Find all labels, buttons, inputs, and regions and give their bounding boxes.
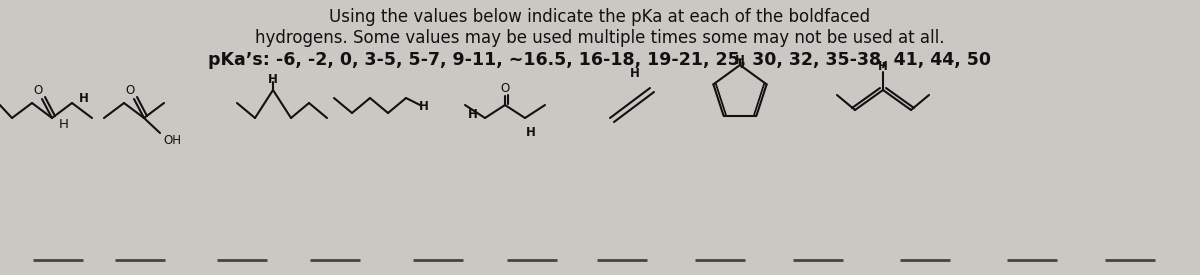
Text: O: O	[125, 84, 134, 98]
Text: Using the values below indicate the pKa at each of the boldfaced: Using the values below indicate the pKa …	[330, 8, 870, 26]
Text: H: H	[268, 73, 278, 87]
Text: O: O	[34, 84, 43, 98]
Text: H: H	[419, 100, 428, 114]
Text: O: O	[500, 81, 510, 95]
Text: H: H	[736, 54, 745, 67]
Text: pKa’s: -6, -2, 0, 3-5, 5-7, 9-11, ~16.5, 16-18, 19-21, 25, 30, 32, 35-38, 41, 44: pKa’s: -6, -2, 0, 3-5, 5-7, 9-11, ~16.5,…	[209, 51, 991, 69]
Text: H: H	[526, 126, 536, 139]
Text: hydrogens. Some values may be used multiple times some may not be used at all.: hydrogens. Some values may be used multi…	[256, 29, 944, 47]
Text: OH: OH	[163, 133, 181, 147]
Text: H: H	[878, 59, 888, 73]
Text: H: H	[630, 67, 640, 81]
Text: H: H	[79, 92, 89, 106]
Text: H: H	[59, 119, 68, 131]
Text: H: H	[468, 108, 478, 120]
